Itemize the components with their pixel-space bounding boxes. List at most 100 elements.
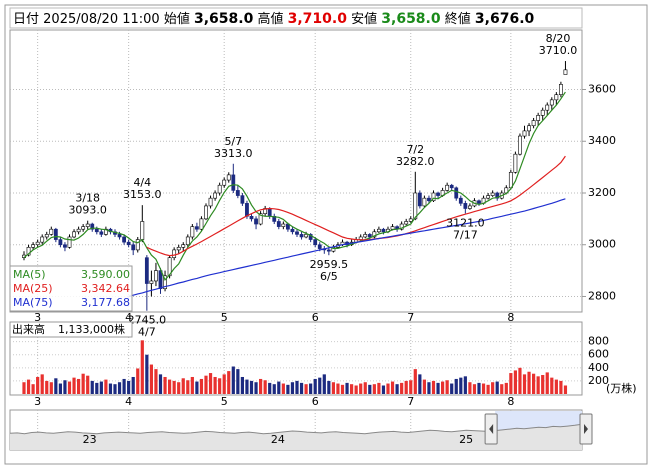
header: 日付 2025/08/20 11:00 始値 3,658.0 高値 3,710.… bbox=[9, 7, 583, 29]
volume-bar bbox=[468, 382, 472, 394]
volume-bar bbox=[336, 383, 340, 394]
candle-body bbox=[531, 120, 536, 127]
volume-bar bbox=[140, 340, 144, 394]
ma-line bbox=[23, 91, 566, 282]
volume-bar bbox=[177, 382, 181, 394]
volume-bar bbox=[145, 354, 149, 394]
field-value: 3,658.0 bbox=[194, 11, 254, 27]
annotation-date: 7/17 bbox=[453, 228, 478, 241]
x-tick-label: 8 bbox=[507, 395, 514, 408]
x-tick-label: 8 bbox=[507, 311, 514, 324]
volume-tick-label: 200 bbox=[588, 374, 609, 387]
annotation-date: 4/7 bbox=[138, 326, 156, 339]
volume-bar bbox=[227, 371, 231, 394]
volume-bar bbox=[550, 377, 554, 394]
volume-bar bbox=[318, 377, 322, 394]
volume-bar bbox=[322, 374, 326, 394]
price-panel bbox=[9, 29, 583, 313]
volume-bar bbox=[122, 378, 126, 394]
volume-bar bbox=[236, 369, 240, 394]
volume-bar bbox=[450, 383, 454, 394]
y-tick-label: 2800 bbox=[588, 289, 616, 302]
volume-bar bbox=[363, 382, 367, 394]
candle-body bbox=[163, 275, 167, 290]
volume-bar bbox=[331, 382, 335, 394]
volume-bar bbox=[272, 384, 276, 394]
volume-bar bbox=[409, 380, 413, 394]
candle-body bbox=[413, 192, 418, 220]
volume-bar bbox=[513, 370, 517, 394]
volume-bar bbox=[168, 379, 172, 394]
volume-bar bbox=[372, 384, 376, 394]
x-tick-label: 4 bbox=[125, 395, 132, 408]
volume-bar bbox=[204, 375, 208, 394]
candle-body bbox=[436, 192, 440, 196]
volume-bar bbox=[281, 383, 285, 394]
volume-bar bbox=[536, 376, 540, 394]
volume-bar bbox=[377, 382, 381, 394]
volume-bar bbox=[195, 381, 199, 394]
volume-bar bbox=[36, 376, 40, 394]
volume-bar bbox=[127, 380, 131, 394]
volume-last: 1,133,000株 bbox=[58, 322, 125, 336]
volume-bar bbox=[413, 369, 417, 394]
candle-body bbox=[231, 174, 236, 191]
annotation-value: 3313.0 bbox=[214, 147, 253, 160]
volume-bar bbox=[400, 382, 404, 394]
volume-bar bbox=[63, 380, 67, 394]
volume-bar bbox=[86, 375, 90, 394]
candle-body bbox=[226, 174, 231, 181]
candle-body bbox=[167, 257, 172, 277]
volume-bar bbox=[249, 380, 254, 394]
candle-body bbox=[477, 200, 481, 204]
nav-label: 25 bbox=[459, 433, 473, 446]
candle-body bbox=[245, 203, 249, 217]
candle-body bbox=[72, 231, 76, 238]
candle-body bbox=[486, 195, 491, 199]
volume-bar bbox=[104, 379, 108, 394]
annotation-value: 2745.0 bbox=[128, 314, 167, 327]
candle-body bbox=[490, 192, 495, 196]
volume-bar bbox=[390, 381, 395, 394]
y-tick-label: 3400 bbox=[588, 134, 616, 147]
candle-body bbox=[313, 239, 318, 246]
candle-body bbox=[213, 192, 218, 199]
volume-bar bbox=[441, 381, 445, 394]
candle-body bbox=[390, 226, 395, 230]
candle-body bbox=[545, 104, 550, 111]
candle-body bbox=[172, 249, 177, 258]
volume-bar bbox=[26, 379, 31, 394]
field-value: 3,676.0 bbox=[475, 11, 535, 27]
volume-bar bbox=[545, 372, 549, 394]
x-tick-label: 6 bbox=[312, 395, 319, 408]
header-text: 日付 2025/08/20 11:00 始値 3,658.0 高値 3,710.… bbox=[13, 11, 535, 28]
volume-bar bbox=[559, 380, 563, 394]
volume-bar bbox=[181, 378, 185, 394]
volume-bar bbox=[459, 377, 463, 394]
annotation-value: 3282.0 bbox=[396, 155, 435, 168]
candle-body bbox=[536, 115, 541, 121]
volume-bar bbox=[54, 378, 58, 394]
x-tick-label: 5 bbox=[221, 395, 228, 408]
volume-bar bbox=[381, 385, 386, 394]
volume-bar bbox=[290, 382, 295, 394]
volume-bar bbox=[45, 380, 49, 394]
nav-handle-arrow bbox=[584, 424, 588, 434]
volume-bar bbox=[208, 373, 213, 394]
candle-body bbox=[135, 239, 140, 251]
nav-label: 23 bbox=[83, 433, 97, 446]
candle-body bbox=[463, 203, 468, 209]
annotation-value: 3093.0 bbox=[68, 204, 107, 217]
candle-body bbox=[281, 223, 286, 227]
candle-body bbox=[467, 205, 472, 209]
candle-body bbox=[176, 247, 181, 251]
candle-body bbox=[235, 190, 240, 196]
volume-bar bbox=[40, 374, 44, 394]
nav-handle-arrow bbox=[489, 424, 494, 434]
volume-bar bbox=[113, 384, 117, 394]
volume-bar bbox=[422, 379, 426, 394]
volume-bar bbox=[31, 384, 35, 394]
volume-bar bbox=[136, 368, 140, 394]
